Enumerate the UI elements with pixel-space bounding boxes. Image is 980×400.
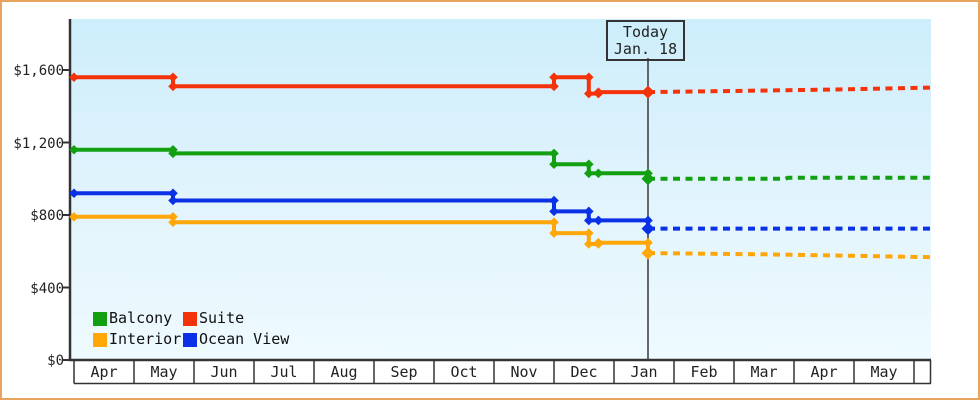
legend-swatch-suite — [183, 311, 197, 326]
plot-area — [71, 19, 931, 360]
data-point-interior — [69, 212, 79, 222]
data-point-balcony — [168, 148, 178, 159]
data-point-interior — [168, 217, 178, 228]
legend-label-ocean-view: Ocean View — [199, 330, 290, 348]
data-point-suite — [168, 72, 178, 83]
today-annotation: Today Jan. 18 — [606, 20, 685, 61]
month-label-2: Jun — [210, 363, 238, 381]
month-label-10: Feb — [690, 363, 718, 381]
y-axis-label: $0 — [47, 353, 64, 369]
y-axis-label: $1,600 — [13, 63, 64, 79]
forecast-line-suite — [647, 85, 932, 95]
data-point-balcony — [549, 159, 559, 170]
data-point-balcony — [641, 172, 655, 186]
today-annotation-line1: Today — [622, 23, 669, 41]
data-point-ocean-view — [584, 215, 594, 226]
data-point-ocean-view — [168, 195, 178, 206]
legend-item-ocean-view: Ocean View — [183, 332, 289, 347]
data-point-balcony — [549, 148, 559, 159]
data-point-suite — [584, 88, 594, 99]
data-point-ocean-view — [643, 215, 653, 226]
data-point-ocean-view — [69, 188, 79, 199]
series-line-balcony — [74, 147, 650, 179]
data-point-interior — [593, 237, 604, 248]
data-point-ocean-view — [593, 215, 604, 226]
data-point-ocean-view — [549, 206, 559, 217]
data-point-interior — [641, 246, 655, 260]
data-point-interior — [584, 228, 594, 238]
data-point-suite — [641, 85, 655, 99]
data-point-suite — [549, 72, 559, 83]
data-point-interior — [549, 217, 559, 228]
legend: Balcony Suite Interior Ocean View — [93, 311, 289, 347]
data-point-ocean-view — [584, 206, 594, 217]
legend-swatch-interior — [93, 332, 107, 347]
data-point-balcony — [584, 159, 594, 170]
data-point-balcony — [593, 168, 604, 179]
month-label-5: Sep — [390, 363, 418, 381]
legend-item-suite: Suite — [183, 311, 289, 326]
data-point-suite — [593, 87, 604, 97]
legend-label-interior: Interior — [109, 330, 182, 348]
month-label-0: Apr — [90, 363, 118, 381]
data-point-suite — [69, 72, 79, 83]
month-label-4: Aug — [330, 363, 358, 381]
legend-item-interior: Interior — [93, 332, 183, 347]
y-axis-label: $1,200 — [13, 135, 64, 152]
data-point-interior — [168, 212, 178, 222]
month-label-9: Jan — [630, 363, 658, 381]
y-axis-label: $800 — [30, 208, 64, 224]
data-point-ocean-view — [549, 195, 559, 206]
data-point-ocean-view — [641, 222, 655, 236]
forecast-line-balcony — [648, 175, 931, 181]
legend-swatch-ocean-view — [183, 332, 197, 347]
legend-swatch-balcony — [93, 311, 107, 326]
data-point-ocean-view — [168, 188, 178, 199]
data-point-balcony — [584, 168, 594, 179]
month-label-11: Mar — [750, 363, 778, 381]
legend-item-balcony: Balcony — [93, 311, 183, 326]
data-point-suite — [549, 81, 559, 92]
legend-label-suite: Suite — [199, 309, 245, 327]
data-point-suite — [168, 81, 178, 92]
data-point-interior — [584, 239, 594, 249]
month-label-12: Apr — [810, 363, 838, 381]
today-annotation-line2: Jan. 18 — [613, 40, 678, 58]
data-point-suite — [584, 72, 594, 83]
month-label-1: May — [150, 363, 178, 381]
y-axis-label: $400 — [30, 280, 64, 297]
legend-label-balcony: Balcony — [109, 309, 173, 327]
series-line-interior — [74, 214, 650, 254]
month-label-6: Oct — [450, 363, 478, 381]
data-point-interior — [549, 228, 559, 238]
series-line-suite — [74, 75, 648, 96]
month-label-7: Nov — [510, 363, 538, 381]
data-point-interior — [643, 237, 653, 248]
month-label-3: Jul — [270, 363, 298, 381]
month-label-13: May — [870, 363, 898, 381]
month-label-8: Dec — [570, 363, 598, 381]
data-point-balcony — [69, 144, 79, 155]
forecast-line-interior — [647, 251, 932, 260]
